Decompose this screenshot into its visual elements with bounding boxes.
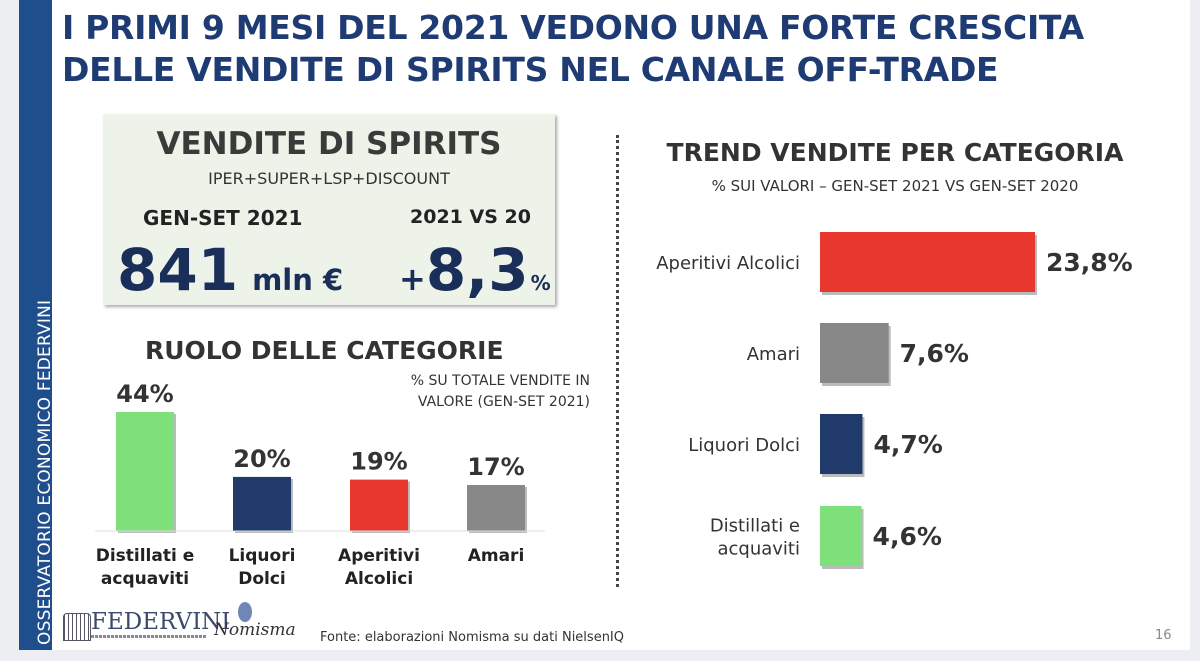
- kpi-growth-sign: +: [399, 260, 426, 298]
- bar: [467, 485, 525, 531]
- bar: [820, 323, 889, 383]
- bar: [820, 232, 1035, 292]
- kpi-channels: IPER+SUPER+LSP+DISCOUNT: [208, 169, 450, 188]
- bar-value-label: 7,6%: [900, 339, 969, 368]
- kpi-box: VENDITE DI SPIRITS IPER+SUPER+LSP+DISCOU…: [103, 114, 555, 305]
- kpi-value-unit: mln €: [252, 263, 344, 297]
- category-label: Amari: [747, 344, 800, 365]
- category-label: acquaviti: [717, 539, 800, 560]
- bar: [350, 479, 408, 531]
- bar-value-label: 4,6%: [873, 522, 942, 551]
- category-label: Liquori Dolci: [688, 435, 800, 456]
- left-chart-subtitle-2: VALORE (GEN-SET 2021): [417, 394, 590, 410]
- category-label: Distillati e: [710, 516, 800, 537]
- federvini-logo: FEDERVINI: [63, 609, 230, 641]
- left-chart-title: RUOLO DELLE CATEGORIE: [145, 336, 504, 365]
- nomisma-logo: Nomisma: [212, 600, 302, 645]
- bar: [233, 476, 291, 531]
- category-label: Amari: [468, 546, 525, 566]
- right-chart-title: TREND VENDITE PER CATEGORIA: [666, 138, 1124, 167]
- source-note: Fonte: elaborazioni Nomisma su dati Niel…: [320, 630, 624, 645]
- category-share-chart: 44% Distillati e acquaviti 20% Liquori Dolci 1…: [95, 380, 545, 589]
- bar-value-label: 20%: [233, 445, 290, 473]
- category-label: Dolci: [238, 569, 286, 589]
- kpi-growth-number: 8,3: [425, 236, 529, 304]
- bar: [116, 412, 174, 531]
- left-chart-subtitle-1: % SU TOTALE VENDITE IN: [410, 373, 590, 389]
- bar-value-label: 4,7%: [873, 430, 942, 459]
- nomisma-wordmark: Nomisma: [214, 620, 296, 640]
- kpi-heading: VENDITE DI SPIRITS: [156, 126, 502, 162]
- category-trend-chart: 23,8% Aperitivi Alcolici 7,6% Amari 4,7% Liqu…: [656, 232, 1133, 569]
- bar-value-label: 23,8%: [1046, 248, 1133, 277]
- bar-value-label: 19%: [350, 448, 407, 476]
- right-chart-subtitle: % SUI VALORI – GEN-SET 2021 VS GEN-SET 2…: [711, 177, 1079, 195]
- sidebar-band: [19, 0, 52, 650]
- bar: [820, 506, 862, 566]
- kpi-value-number: 841: [117, 236, 239, 304]
- kpi-value: 841 mln €: [117, 238, 343, 312]
- bar: [820, 414, 863, 474]
- federvini-emblem-icon: [63, 613, 91, 641]
- slide: [19, 0, 1190, 650]
- category-label: Liquori: [229, 546, 296, 566]
- nomisma-emblem-icon: [238, 602, 252, 622]
- kpi-comparison-label: 2021 VS 20: [410, 206, 531, 228]
- federvini-tagline: [91, 635, 206, 638]
- category-label: Aperitivi: [338, 546, 420, 566]
- kpi-period-label: GEN-SET 2021: [143, 206, 303, 230]
- dotted-divider: [616, 135, 619, 587]
- category-label: acquaviti: [101, 569, 189, 589]
- kpi-growth-unit: %: [530, 271, 551, 295]
- kpi-growth: +8,3%: [399, 238, 551, 315]
- bar-value-label: 44%: [116, 380, 173, 408]
- slide-title-line1: I PRIMI 9 MESI DEL 2021 VEDONO UNA FORTE…: [62, 8, 1084, 47]
- category-label: Aperitivi Alcolici: [656, 253, 800, 274]
- page-number: 16: [1155, 628, 1172, 643]
- category-label: Alcolici: [345, 569, 413, 589]
- bar-value-label: 17%: [467, 453, 524, 481]
- federvini-wordmark: FEDERVINI: [91, 609, 231, 635]
- category-label: Distillati e: [96, 546, 195, 566]
- slide-title-line2: DELLE VENDITE DI SPIRITS NEL CANALE OFF-…: [62, 50, 999, 89]
